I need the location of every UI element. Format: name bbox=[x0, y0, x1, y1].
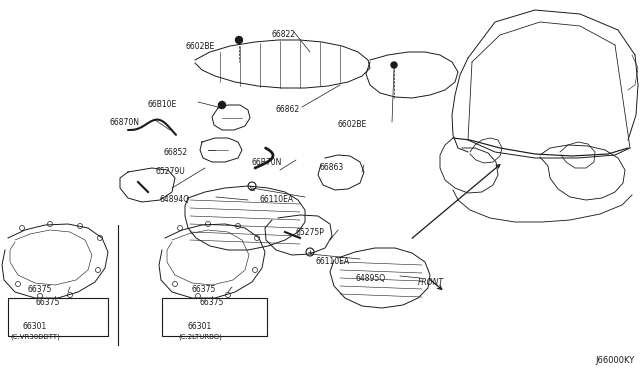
Circle shape bbox=[391, 62, 397, 68]
Text: 66B70N: 66B70N bbox=[252, 158, 282, 167]
Text: 6602BE: 6602BE bbox=[338, 120, 367, 129]
Text: 66375: 66375 bbox=[36, 298, 60, 307]
Text: 66863: 66863 bbox=[320, 163, 344, 172]
Text: 66110EA: 66110EA bbox=[260, 195, 294, 204]
Text: 66110EA: 66110EA bbox=[315, 257, 349, 266]
Bar bbox=[8, 298, 108, 336]
Text: 66862: 66862 bbox=[275, 105, 299, 114]
Text: 64894Q: 64894Q bbox=[160, 195, 190, 204]
Circle shape bbox=[218, 102, 225, 109]
Circle shape bbox=[236, 36, 243, 44]
Text: 66375: 66375 bbox=[200, 298, 225, 307]
Text: 66870N: 66870N bbox=[110, 118, 140, 127]
Text: 66852: 66852 bbox=[163, 148, 187, 157]
Text: 66375: 66375 bbox=[28, 285, 52, 294]
Text: 66B10E: 66B10E bbox=[148, 100, 177, 109]
Text: 66822: 66822 bbox=[272, 30, 296, 39]
Text: (C.VR30DDTT): (C.VR30DDTT) bbox=[10, 333, 60, 340]
Text: J66000KY: J66000KY bbox=[596, 356, 635, 365]
Text: 66301: 66301 bbox=[188, 322, 212, 331]
Text: FRONT: FRONT bbox=[418, 278, 444, 287]
Text: 65275P: 65275P bbox=[295, 228, 324, 237]
Text: 66301: 66301 bbox=[23, 322, 47, 331]
Bar bbox=[162, 298, 267, 336]
Text: 6602BE: 6602BE bbox=[185, 42, 214, 51]
Text: 66375: 66375 bbox=[192, 285, 216, 294]
Text: 64895Q: 64895Q bbox=[355, 274, 385, 283]
Text: (C.2LTURBO): (C.2LTURBO) bbox=[178, 333, 222, 340]
Text: 65279U: 65279U bbox=[155, 167, 185, 176]
